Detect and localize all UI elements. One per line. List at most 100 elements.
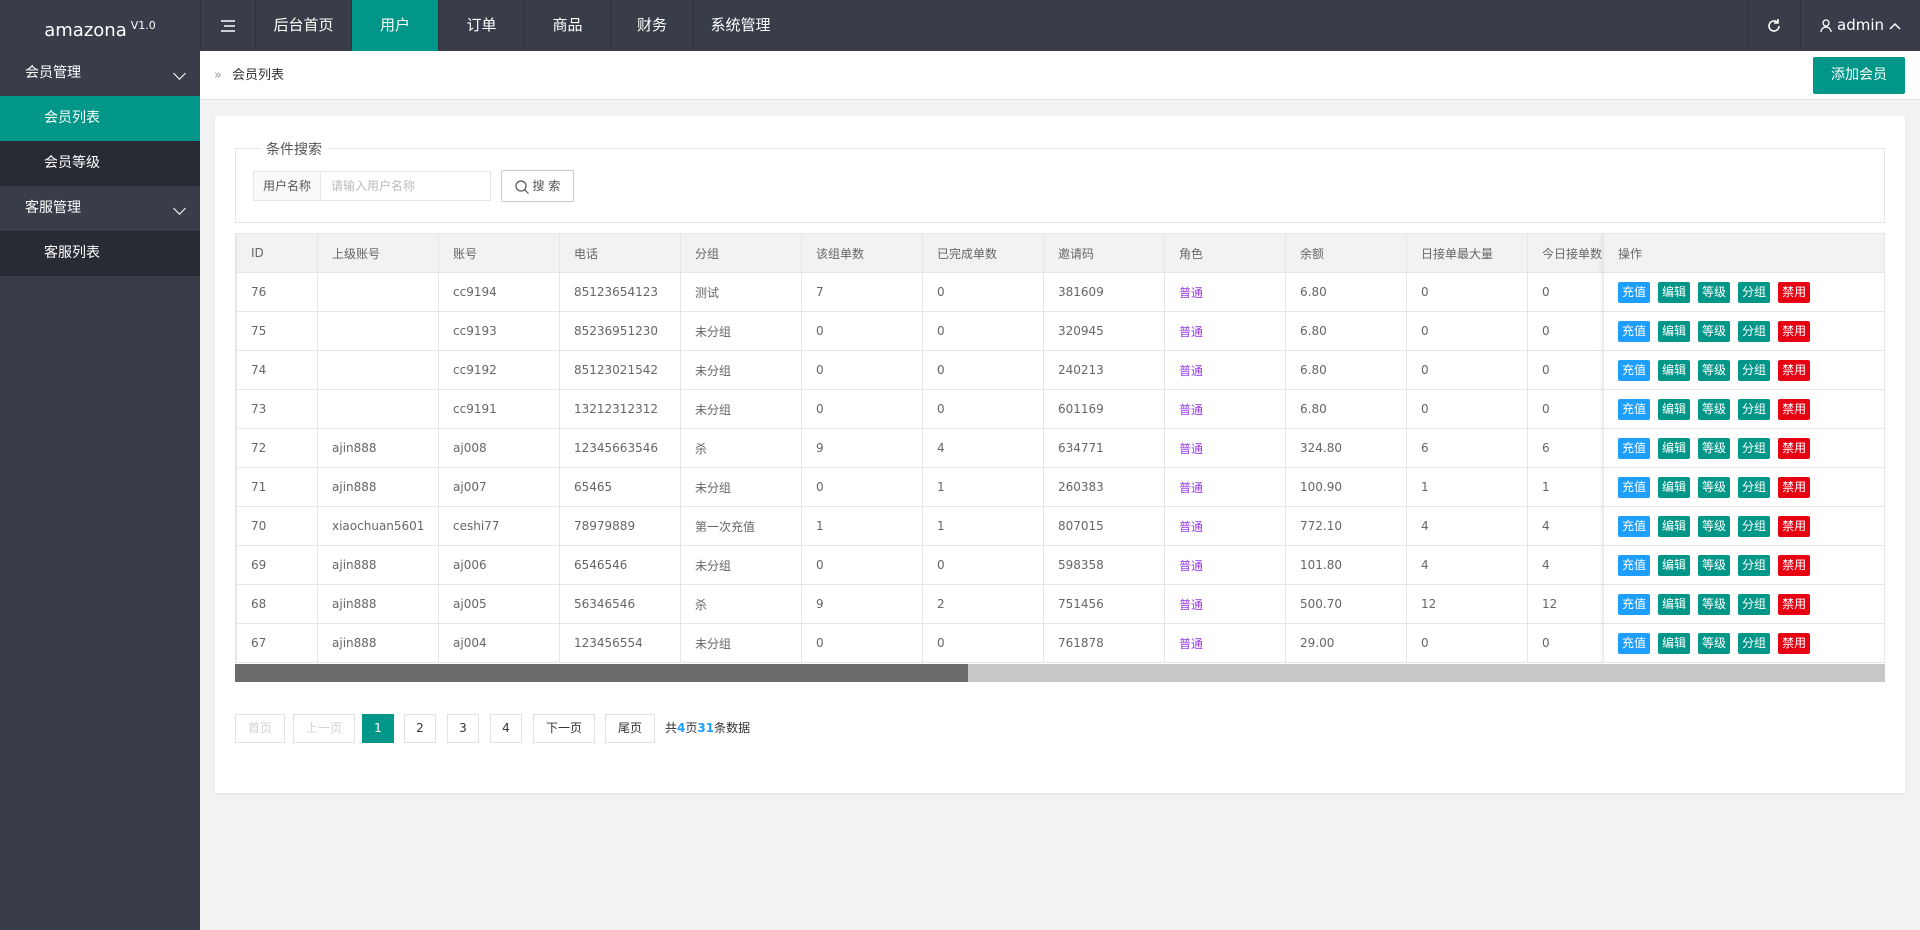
cell: 普通 — [1164, 428, 1286, 468]
action-button[interactable]: 等级 — [1698, 281, 1731, 303]
page-button[interactable]: 4 — [490, 714, 522, 743]
page-button[interactable]: 首页 — [235, 714, 285, 743]
add-member-button[interactable]: 添加会员 — [1813, 57, 1905, 94]
action-button[interactable]: 分组 — [1738, 398, 1771, 420]
cell — [317, 389, 439, 429]
action-button[interactable]: 充值 — [1618, 320, 1651, 342]
page-button[interactable]: 1 — [362, 714, 394, 743]
action-button[interactable]: 充值 — [1618, 593, 1651, 615]
cell: cc9191 — [438, 389, 560, 429]
action-button[interactable]: 充值 — [1618, 359, 1651, 381]
column-header: 电话 — [559, 233, 681, 273]
user-menu[interactable]: admin — [1800, 0, 1920, 51]
action-button[interactable]: 编辑 — [1658, 593, 1691, 615]
action-button[interactable]: 分组 — [1738, 515, 1771, 537]
action-button[interactable]: 等级 — [1698, 359, 1731, 381]
action-button[interactable]: 等级 — [1698, 320, 1731, 342]
column-header: 今日接单数 — [1527, 233, 1603, 273]
action-button[interactable]: 禁用 — [1778, 476, 1811, 498]
ops-row: 充值 编辑 等级 分组 禁用 — [1603, 389, 1885, 429]
action-button[interactable]: 充值 — [1618, 554, 1651, 576]
nav-item[interactable]: 商品 — [524, 0, 610, 51]
cell: 85123021542 — [559, 350, 681, 390]
action-button[interactable]: 禁用 — [1778, 320, 1811, 342]
action-button[interactable]: 编辑 — [1658, 476, 1691, 498]
nav-item[interactable]: 财务 — [610, 0, 693, 51]
action-button[interactable]: 编辑 — [1658, 554, 1691, 576]
cell: 未分组 — [680, 311, 802, 351]
refresh[interactable] — [1747, 0, 1800, 51]
page-button[interactable]: 上一页 — [293, 714, 355, 743]
scroll-thumb[interactable] — [235, 664, 968, 682]
column-header: 角色 — [1164, 233, 1286, 273]
action-button[interactable]: 分组 — [1738, 320, 1771, 342]
action-button[interactable]: 分组 — [1738, 554, 1771, 576]
action-button[interactable]: 等级 — [1698, 554, 1731, 576]
action-button[interactable]: 禁用 — [1778, 593, 1811, 615]
action-button[interactable]: 编辑 — [1658, 437, 1691, 459]
action-button[interactable]: 等级 — [1698, 632, 1731, 654]
cell: 测试 — [680, 272, 802, 312]
caret — [1889, 22, 1901, 30]
page-button[interactable]: 2 — [404, 714, 436, 743]
nav-item[interactable]: 订单 — [438, 0, 524, 51]
action-button[interactable]: 禁用 — [1778, 632, 1811, 654]
action-button[interactable]: 等级 — [1698, 398, 1731, 420]
action-button[interactable]: 编辑 — [1658, 359, 1691, 381]
table-row: 75 cc9193 85236951230 未分组 0 0 320945 普通 6.80 0 0 — [236, 311, 1603, 351]
action-button[interactable]: 等级 — [1698, 515, 1731, 537]
action-button[interactable]: 禁用 — [1778, 359, 1811, 381]
menu-item[interactable]: 客服列表 — [0, 231, 200, 276]
action-button[interactable]: 编辑 — [1658, 632, 1691, 654]
action-button[interactable]: 分组 — [1738, 281, 1771, 303]
page-button[interactable]: 3 — [447, 714, 479, 743]
cell: 0 — [922, 272, 1044, 312]
action-button[interactable]: 禁用 — [1778, 554, 1811, 576]
cell: 0 — [922, 623, 1044, 663]
cell: ajin888 — [317, 467, 439, 507]
action-button[interactable]: 禁用 — [1778, 281, 1811, 303]
search-input[interactable]: 请输入用户名称 — [320, 171, 491, 201]
cell: 85123654123 — [559, 272, 681, 312]
menu-item[interactable]: 会员列表 — [0, 96, 200, 141]
menu-group[interactable]: 会员管理 — [0, 51, 200, 96]
search-button[interactable]: 搜 索 — [501, 170, 574, 202]
table-row: 72 ajin888 aj008 12345663546 杀 9 4 634771 普通 324.… — [236, 428, 1603, 468]
action-button[interactable]: 充值 — [1618, 437, 1651, 459]
action-button[interactable]: 编辑 — [1658, 281, 1691, 303]
cell: 普通 — [1164, 389, 1286, 429]
nav-item[interactable]: 系统管理 — [693, 0, 787, 51]
nav-item[interactable]: 后台首页 — [255, 0, 351, 51]
action-button[interactable]: 禁用 — [1778, 515, 1811, 537]
action-button[interactable]: 分组 — [1738, 593, 1771, 615]
action-button[interactable]: 禁用 — [1778, 437, 1811, 459]
menu-toggle[interactable] — [200, 0, 255, 51]
action-button[interactable]: 编辑 — [1658, 398, 1691, 420]
action-button[interactable]: 充值 — [1618, 398, 1651, 420]
column-header: 该组单数 — [801, 233, 923, 273]
cell: 0 — [801, 545, 923, 585]
action-button[interactable]: 编辑 — [1658, 515, 1691, 537]
cell: 65465 — [559, 467, 681, 507]
action-button[interactable]: 分组 — [1738, 476, 1771, 498]
page-button[interactable]: 下一页 — [533, 714, 595, 743]
action-button[interactable]: 等级 — [1698, 476, 1731, 498]
action-button[interactable]: 等级 — [1698, 437, 1731, 459]
action-button[interactable]: 禁用 — [1778, 398, 1811, 420]
ops-cell: 充值 编辑 等级 分组 禁用 — [1603, 272, 1885, 312]
action-button[interactable]: 充值 — [1618, 476, 1651, 498]
action-button[interactable]: 编辑 — [1658, 320, 1691, 342]
page-button[interactable]: 尾页 — [605, 714, 655, 743]
action-button[interactable]: 等级 — [1698, 593, 1731, 615]
action-button[interactable]: 分组 — [1738, 632, 1771, 654]
nav-item[interactable]: 用户 — [351, 0, 438, 51]
cell: cc9193 — [438, 311, 560, 351]
menu-item[interactable]: 会员等级 — [0, 141, 200, 186]
action-button[interactable]: 充值 — [1618, 515, 1651, 537]
ops-cell: 充值 编辑 等级 分组 禁用 — [1603, 350, 1885, 390]
action-button[interactable]: 充值 — [1618, 281, 1651, 303]
action-button[interactable]: 分组 — [1738, 437, 1771, 459]
action-button[interactable]: 充值 — [1618, 632, 1651, 654]
menu-group[interactable]: 客服管理 — [0, 186, 200, 231]
action-button[interactable]: 分组 — [1738, 359, 1771, 381]
